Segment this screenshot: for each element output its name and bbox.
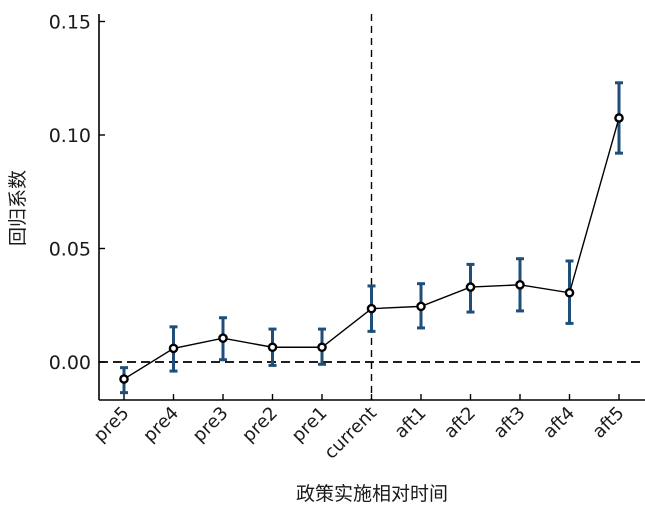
reference-lines — [99, 14, 645, 400]
data-point — [267, 342, 278, 353]
x-tick-label: aft1 — [391, 403, 431, 443]
x-tick-label: aft2 — [440, 403, 480, 443]
x-tick-label: pre2 — [238, 403, 282, 447]
y-tick-label: 0.05 — [49, 239, 91, 261]
data-point — [416, 301, 426, 312]
y-tick-label: 0.00 — [49, 352, 91, 374]
series-group — [119, 81, 624, 395]
data-point — [168, 343, 179, 354]
y-axis: 0.00 0.05 0.10 0.15 — [49, 12, 105, 400]
x-tick-label: aft5 — [589, 403, 629, 443]
x-tick-label: pre4 — [139, 403, 183, 447]
x-tick-label: aft4 — [539, 403, 579, 443]
x-tick-label: pre5 — [90, 403, 134, 447]
data-point — [614, 113, 624, 123]
data-point — [366, 303, 377, 314]
x-tick-label: pre3 — [189, 403, 233, 447]
y-tick-label: 0.10 — [49, 125, 91, 147]
data-point — [515, 280, 525, 290]
data-point — [564, 287, 575, 298]
data-point — [119, 374, 129, 384]
data-point — [317, 342, 327, 353]
x-tick-label: current — [320, 403, 381, 464]
y-tick-label: 0.15 — [49, 12, 91, 34]
x-tick-label: pre1 — [288, 403, 332, 447]
x-tick-label: aft3 — [490, 403, 530, 443]
x-axis-title: 政策实施相对时间 — [296, 483, 448, 505]
y-axis-title: 回归系数 — [7, 170, 29, 246]
data-point — [218, 333, 228, 343]
data-point — [465, 282, 476, 292]
